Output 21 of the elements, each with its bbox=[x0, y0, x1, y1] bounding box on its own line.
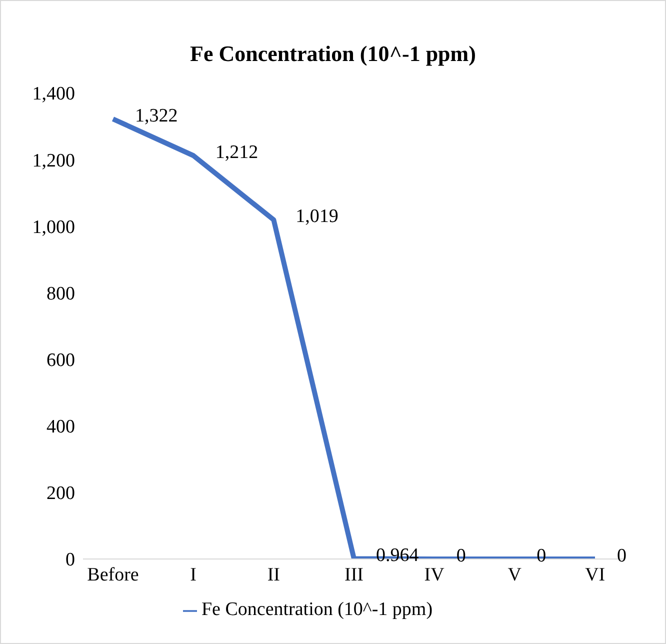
x-tick-label: III bbox=[344, 564, 364, 586]
data-label: 1,322 bbox=[135, 105, 178, 126]
legend-label: Fe Concentration (10^-1 ppm) bbox=[201, 599, 433, 620]
x-tick-label: II bbox=[267, 564, 280, 586]
chart-title: Fe Concentration (10^-1 ppm) bbox=[189, 41, 477, 68]
y-tick-label: 600 bbox=[46, 350, 75, 372]
y-tick-label: 1,200 bbox=[32, 150, 75, 172]
y-tick-label: 0 bbox=[66, 550, 75, 571]
y-tick-label: 400 bbox=[46, 416, 75, 438]
x-tick-label: I bbox=[190, 564, 196, 586]
data-label: 0 bbox=[617, 545, 626, 566]
x-tick-label: VI bbox=[584, 564, 606, 586]
y-tick-label: 200 bbox=[46, 483, 75, 504]
y-tick-label: 1,400 bbox=[32, 84, 75, 105]
x-tick-label: IV bbox=[424, 564, 445, 586]
data-label: 1,019 bbox=[296, 206, 338, 228]
y-tick-label: 1,000 bbox=[32, 216, 75, 238]
x-tick-label: Before bbox=[87, 564, 139, 586]
y-tick-label: 800 bbox=[46, 283, 75, 304]
data-label: 1,212 bbox=[215, 142, 258, 163]
x-tick-label: V bbox=[508, 564, 522, 586]
